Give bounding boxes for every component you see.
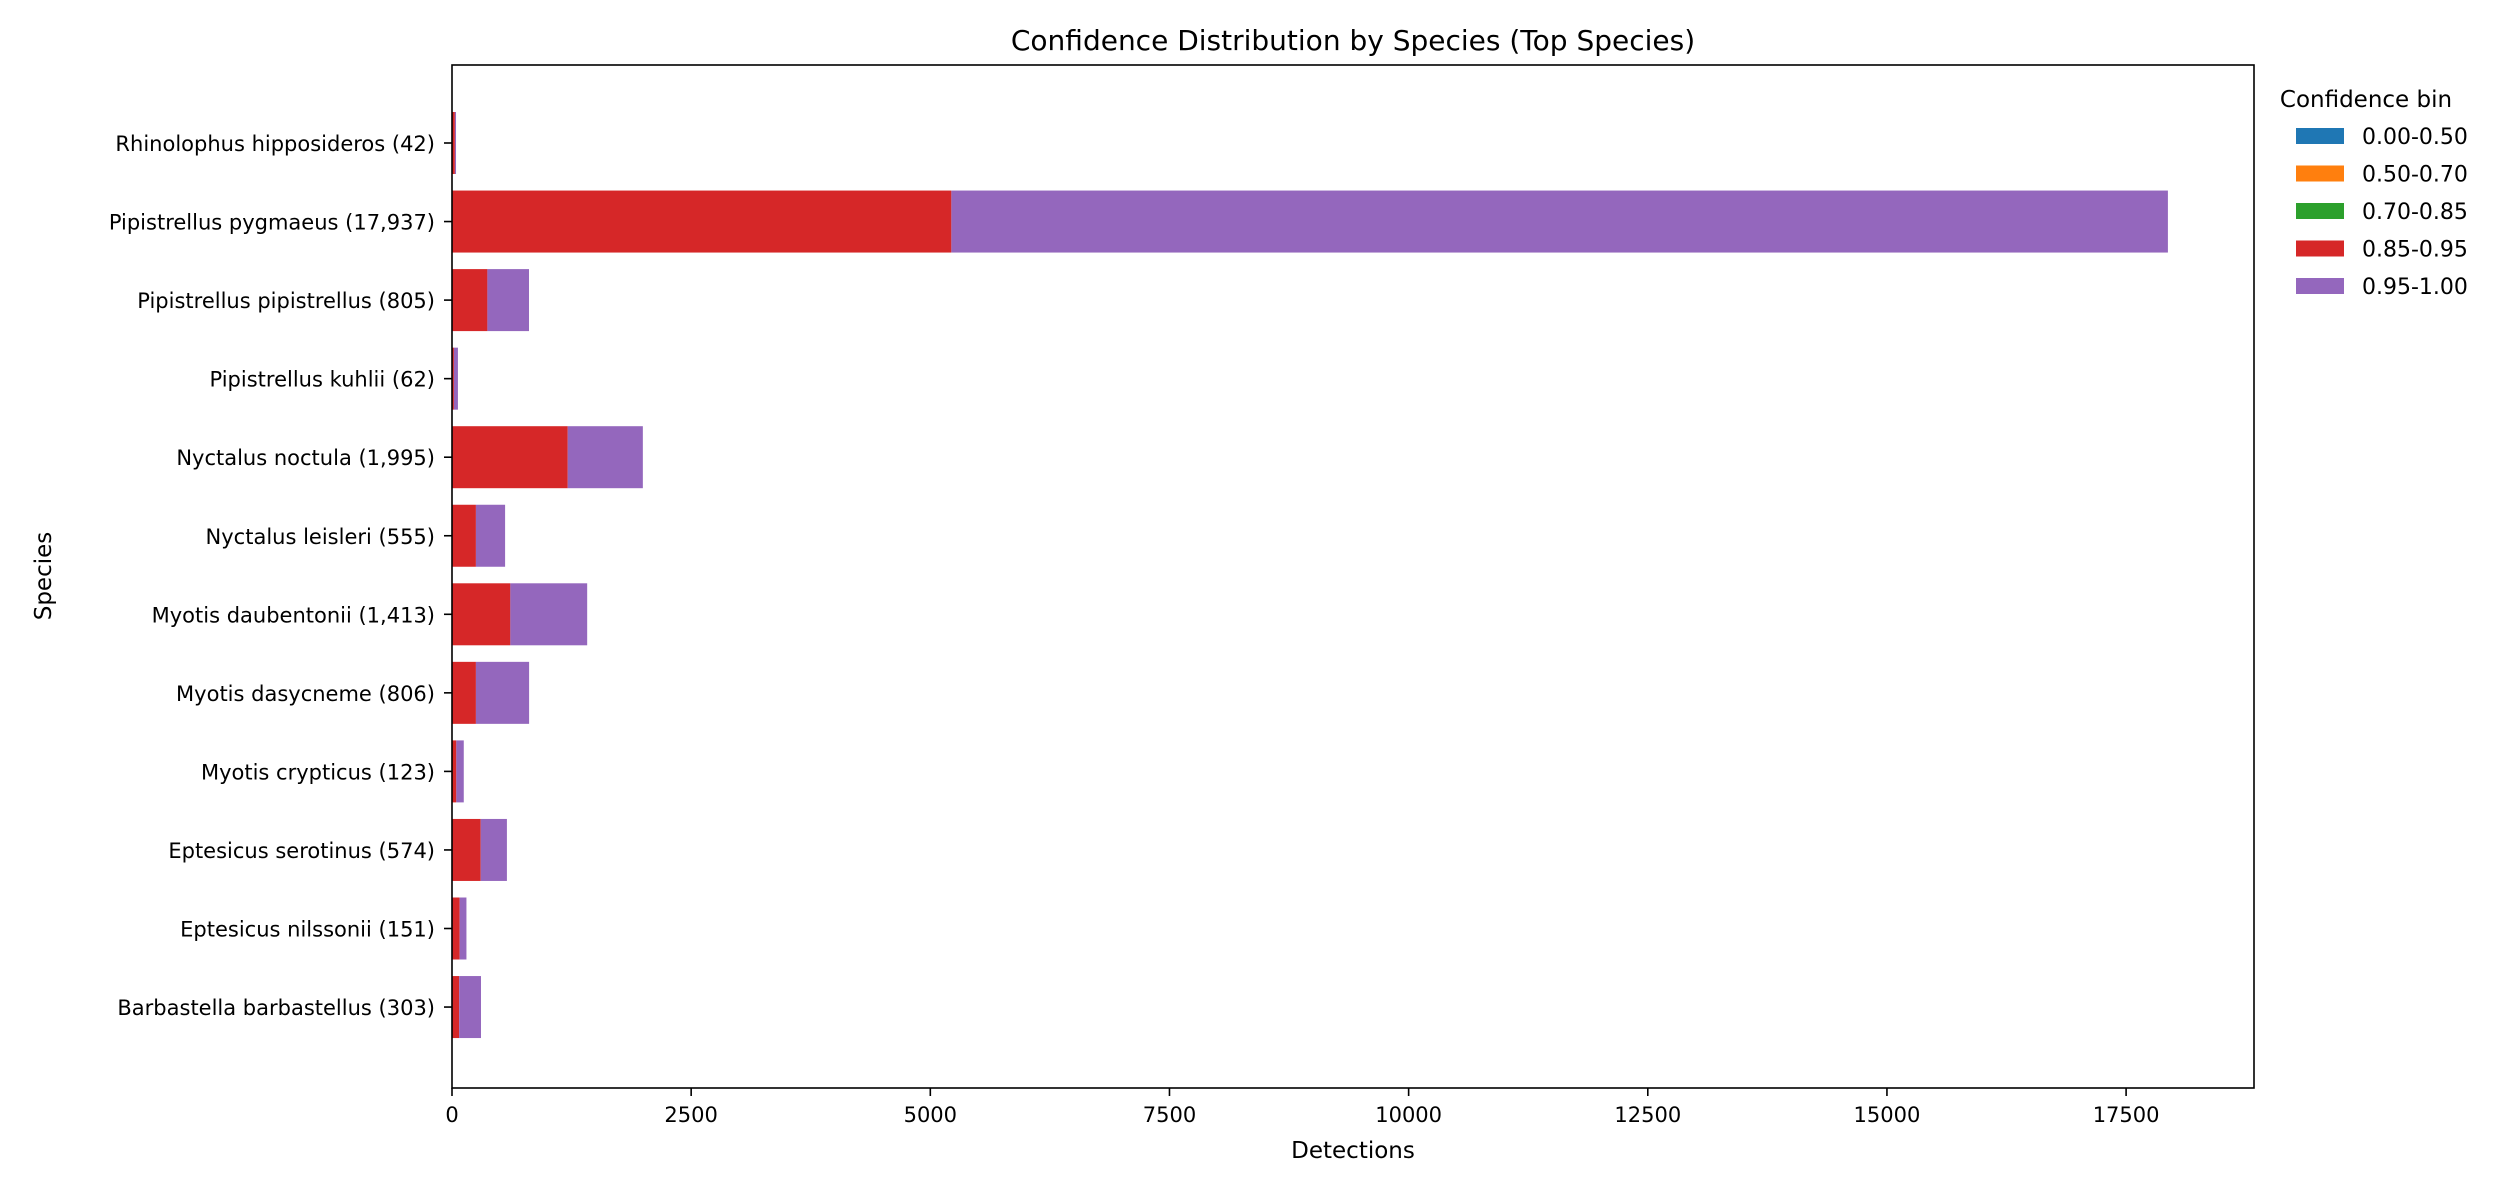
bar-segment [459, 897, 467, 960]
y-tick-label: Eptesicus nilssonii (151) [180, 918, 435, 942]
bar-segment [454, 112, 457, 174]
x-tick-label: 5000 [904, 1103, 957, 1127]
legend-label: 0.00-0.50 [2362, 125, 2468, 150]
legend-label: 0.95-1.00 [2362, 275, 2468, 300]
x-tick-label: 15000 [1854, 1103, 1921, 1127]
x-tick-label: 0 [445, 1103, 458, 1127]
x-tick-label: 17500 [2093, 1103, 2160, 1127]
y-tick-label: Myotis crypticus (123) [201, 760, 435, 784]
y-tick-label: Eptesicus serotinus (574) [168, 839, 435, 863]
y-tick-label: Myotis daubentonii (1,413) [152, 603, 435, 627]
y-tick-label: Pipistrellus kuhlii (62) [210, 368, 435, 392]
y-tick-label: Nyctalus noctula (1,995) [176, 446, 435, 470]
bars-layer [452, 112, 2168, 1039]
bar-segment [480, 818, 507, 881]
x-tick-layer: 0 2500 5000 7500 10000 12500 15000 17500 [445, 1088, 2160, 1127]
legend-swatch [2296, 240, 2344, 257]
bar-segment [456, 740, 464, 803]
bar-segment [452, 347, 454, 410]
x-tick-label: 2500 [664, 1103, 717, 1127]
bar-segment [452, 818, 481, 881]
legend-swatch [2296, 128, 2344, 144]
y-tick-label: Nyctalus leisleri (555) [206, 525, 435, 549]
y-tick-label: Pipistrellus pygmaeus (17,937) [109, 211, 435, 235]
chart-title: Confidence Distribution by Species (Top … [1011, 24, 1695, 57]
bar-segment [452, 583, 511, 646]
legend-swatch [2296, 203, 2344, 219]
y-axis-label: Species [31, 532, 57, 621]
x-tick-label: 10000 [1375, 1103, 1442, 1127]
x-tick-label: 12500 [1614, 1103, 1681, 1127]
bar-segment [452, 504, 476, 567]
bar-segment [452, 426, 568, 489]
bar-segment [452, 976, 460, 1039]
legend-label: 0.50-0.70 [2362, 163, 2468, 188]
y-tick-label: Rhinolophus hipposideros (42) [115, 132, 435, 156]
bar-segment [951, 190, 2168, 253]
legend-title: Confidence bin [2280, 87, 2452, 113]
bar-segment [475, 504, 506, 567]
y-tick-layer: Rhinolophus hipposideros (42) Pipistrellu… [109, 132, 452, 1020]
legend-swatch [2296, 165, 2344, 182]
bar-segment [452, 190, 952, 253]
y-tick-label: Pipistrellus pipistrellus (805) [137, 289, 435, 313]
bar-segment [452, 740, 457, 803]
x-axis-label: Detections [1291, 1138, 1415, 1164]
bar-segment [487, 269, 530, 332]
y-tick-label: Barbastella barbastellus (303) [117, 996, 435, 1020]
bar-segment [452, 112, 455, 174]
bar-segment [567, 426, 643, 489]
legend: Confidence bin 0.00-0.50 0.50-0.70 0.70-0.… [2280, 87, 2468, 300]
plot-area-frame [451, 64, 2255, 1089]
y-tick-label: Myotis dasycneme (806) [176, 682, 435, 706]
legend-label: 0.85-0.95 [2362, 238, 2468, 263]
bar-segment [452, 661, 476, 724]
bar-segment [459, 976, 481, 1039]
bar-segment [510, 583, 588, 646]
legend-swatch [2296, 278, 2344, 294]
bar-segment [452, 269, 488, 332]
bar-segment [452, 897, 460, 960]
legend-label: 0.70-0.85 [2362, 200, 2468, 225]
bar-segment [475, 661, 530, 724]
x-tick-label: 7500 [1143, 1103, 1196, 1127]
bar-segment [453, 347, 458, 410]
